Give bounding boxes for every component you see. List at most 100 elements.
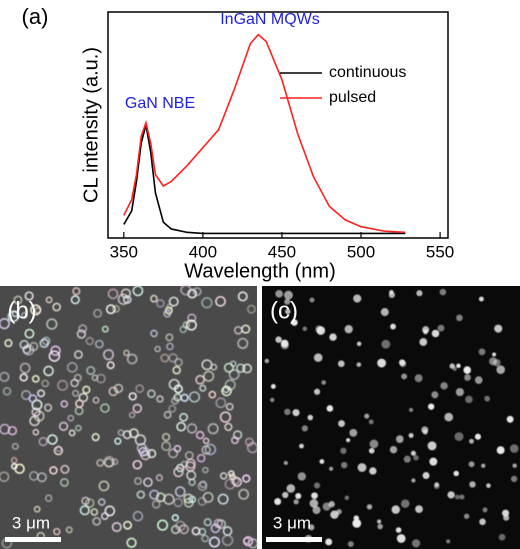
particle (311, 492, 318, 499)
particle (73, 373, 82, 382)
x-tick-label: 350 (110, 242, 138, 261)
particle (173, 393, 182, 402)
particle (219, 411, 232, 423)
particle (21, 312, 28, 319)
particle (275, 289, 284, 298)
particle (409, 407, 414, 412)
particle (316, 326, 326, 335)
particle (463, 366, 472, 374)
particle (114, 437, 122, 445)
particle (157, 519, 169, 531)
particle (126, 537, 137, 548)
particle (202, 466, 209, 474)
particle (65, 526, 73, 534)
particle (237, 291, 248, 302)
particle (66, 361, 78, 373)
particle (33, 410, 45, 422)
particle (313, 482, 321, 489)
particle (19, 339, 29, 350)
particle (132, 459, 143, 470)
particle (293, 499, 299, 505)
particle (469, 481, 476, 488)
particle (223, 362, 234, 373)
particle (149, 489, 160, 500)
particle (70, 295, 80, 305)
particle (45, 296, 53, 304)
particle (456, 314, 463, 322)
particle (364, 413, 370, 419)
particle (79, 505, 90, 516)
particle (171, 514, 179, 522)
particle (474, 433, 482, 440)
particle (199, 384, 207, 392)
particle (156, 299, 165, 308)
particle (151, 500, 161, 509)
particle (188, 495, 197, 504)
particle (270, 397, 275, 403)
particle (41, 336, 51, 346)
particle (46, 318, 58, 330)
particle (93, 308, 103, 318)
particle (381, 339, 391, 349)
panel-label: (b) (7, 297, 36, 324)
particle (7, 310, 20, 323)
particle (117, 429, 125, 437)
particle (155, 474, 163, 482)
particle (482, 507, 488, 513)
particle (366, 504, 373, 510)
particle (163, 410, 172, 419)
particle (380, 308, 389, 317)
particle (52, 302, 62, 312)
particles (264, 288, 519, 548)
particle (49, 466, 58, 475)
particle (456, 363, 461, 368)
particle (437, 324, 445, 332)
particle (2, 386, 12, 396)
plot-frame (107, 11, 449, 239)
particle (195, 374, 205, 385)
particle (506, 415, 514, 423)
particle (19, 362, 31, 374)
particle (330, 510, 339, 519)
particle (147, 389, 156, 399)
particle (474, 376, 483, 384)
particle (242, 474, 251, 483)
particle (321, 380, 326, 385)
particle (48, 350, 61, 362)
legend-label: continuous (329, 64, 406, 81)
particle (395, 527, 402, 533)
particle (29, 471, 39, 481)
particle (68, 429, 76, 437)
particle (454, 494, 460, 500)
particle (285, 308, 291, 315)
particle (322, 502, 331, 511)
particle (419, 338, 428, 346)
particle (230, 436, 239, 445)
particle (413, 455, 419, 461)
particle (434, 482, 440, 487)
particle (86, 366, 96, 376)
particle (478, 348, 486, 356)
line (123, 33, 406, 234)
particle (416, 290, 423, 297)
particle (301, 425, 308, 432)
particle (368, 447, 375, 454)
particle (328, 466, 334, 471)
particle (96, 458, 105, 467)
particle (347, 541, 354, 548)
particle (174, 486, 186, 498)
particle (175, 520, 186, 532)
particle (410, 450, 416, 456)
particle (431, 391, 439, 399)
particle (41, 379, 50, 388)
particle (163, 493, 175, 505)
particle (73, 350, 83, 360)
particle (415, 505, 423, 514)
particle (32, 428, 40, 436)
particle (85, 336, 94, 346)
particle (168, 296, 179, 307)
particle (31, 399, 43, 411)
particle (91, 433, 100, 442)
particle (510, 475, 518, 483)
